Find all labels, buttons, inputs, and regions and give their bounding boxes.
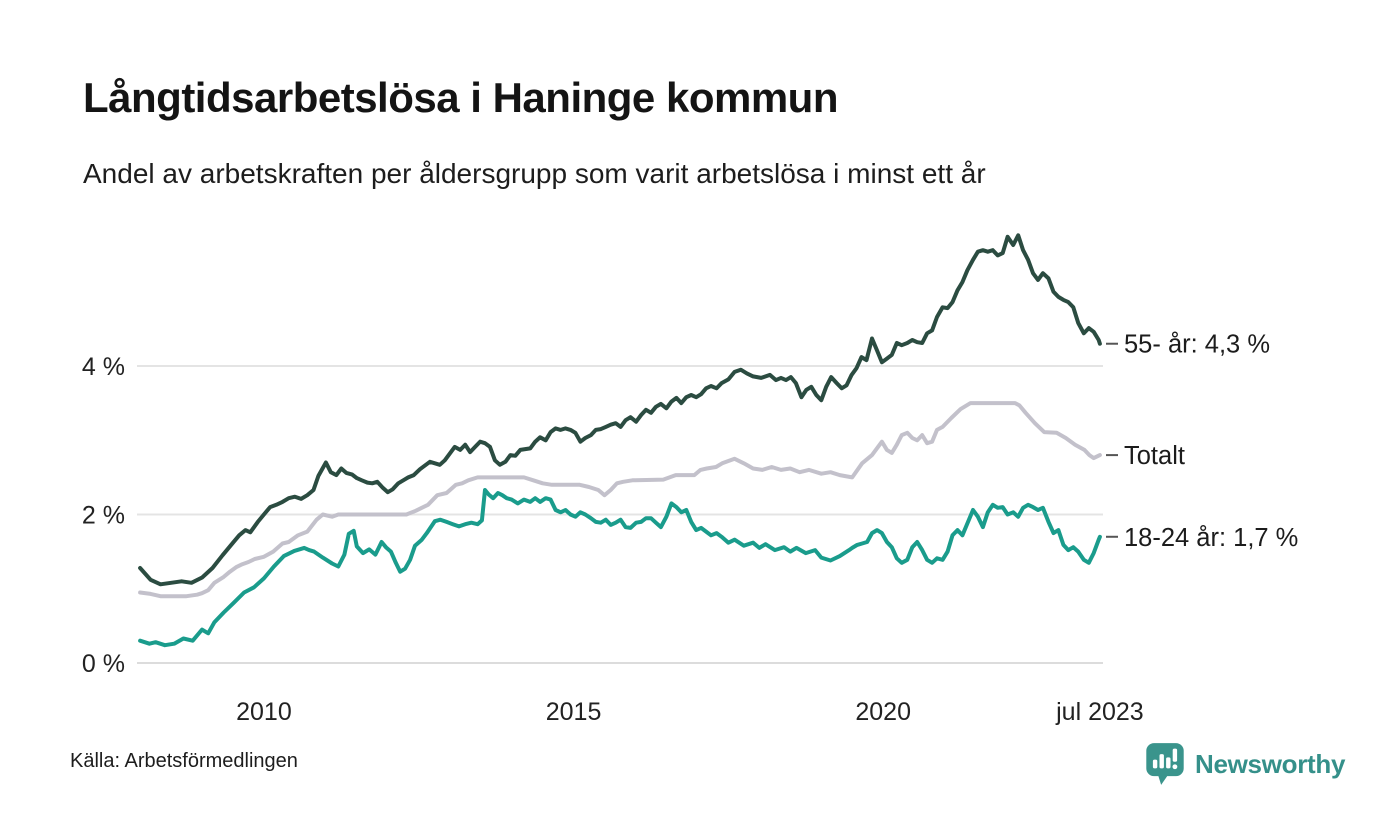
page-title: Långtidsarbetslösa i Haninge kommun bbox=[83, 74, 838, 121]
x-axis-tick-label: jul 2023 bbox=[1055, 698, 1144, 726]
brand-name: Newsworthy bbox=[1195, 748, 1346, 779]
x-axis-tick-label: 2010 bbox=[236, 698, 292, 726]
series-end-label: 18-24 år: 1,7 % bbox=[1124, 524, 1298, 552]
chart-subtitle: Andel av arbetskraften per åldersgrupp s… bbox=[83, 158, 986, 189]
brand-logo: Newsworthy bbox=[1145, 742, 1345, 786]
y-axis-tick-label: 2 % bbox=[82, 502, 125, 530]
series-line-18-24-r bbox=[138, 488, 1102, 648]
series-line-totalt bbox=[138, 401, 1102, 599]
source-note: Källa: Arbetsförmedlingen bbox=[70, 750, 298, 772]
series-line-55-r bbox=[138, 233, 1102, 587]
series-end-label: Totalt bbox=[1124, 442, 1185, 470]
series-end-label: 55- år: 4,3 % bbox=[1124, 331, 1270, 359]
x-axis-tick-label: 2020 bbox=[855, 698, 911, 726]
newsworthy-logo-icon bbox=[1146, 743, 1184, 785]
y-axis-tick-label: 4 % bbox=[82, 353, 125, 381]
x-axis-tick-label: 2015 bbox=[546, 698, 602, 726]
y-axis-tick-label: 0 % bbox=[82, 650, 125, 678]
